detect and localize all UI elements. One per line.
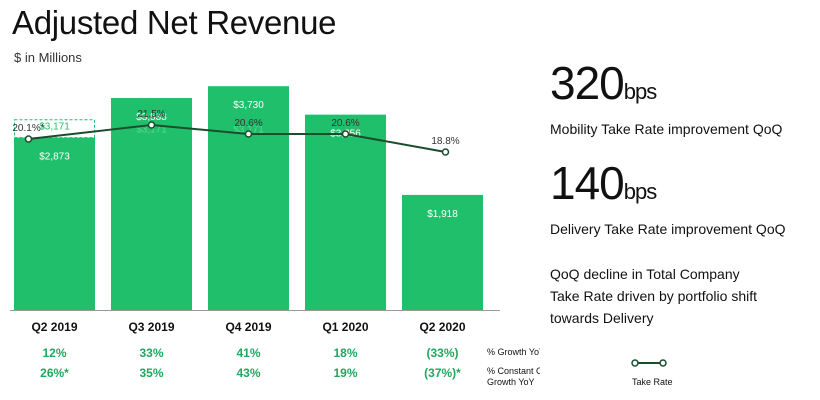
kpi-mobility-unit: bps bbox=[623, 79, 657, 104]
kpi-mobility-caption: Mobility Take Rate improvement QoQ bbox=[550, 121, 783, 137]
kpi-delivery: 140bps Delivery Take Rate improvement Qo… bbox=[550, 160, 786, 237]
take-rate-label: 20.6% bbox=[331, 118, 359, 129]
legend-marker bbox=[631, 359, 639, 367]
bar-value-label: $3,533 bbox=[136, 112, 167, 123]
x-tick-label: Q3 2019 bbox=[128, 320, 174, 334]
page-title: Adjusted Net Revenue bbox=[12, 4, 337, 41]
constant-currency-growth-value: 26%* bbox=[40, 366, 69, 380]
kpi-mobility-value: 320bps bbox=[550, 57, 657, 109]
growth-yoy-value: 41% bbox=[236, 346, 260, 360]
legend: Take Rate bbox=[631, 359, 673, 387]
kpi-delivery-unit: bps bbox=[623, 179, 657, 204]
constant-currency-growth-value: 19% bbox=[333, 366, 357, 380]
growth-yoy-value: 18% bbox=[333, 346, 357, 360]
bar-q2-2019 bbox=[14, 137, 95, 310]
reference-dashed-box bbox=[14, 119, 95, 139]
take-rate-label: 20.6% bbox=[234, 118, 262, 129]
take-rate-line-group: 20.1%* 21.5% 20.6% 20.6% 18.8% bbox=[12, 109, 460, 156]
kpi-delivery-value: 140bps bbox=[550, 157, 657, 209]
take-rate-point bbox=[24, 135, 33, 143]
bar-q3-2019 bbox=[111, 98, 192, 311]
bar-q2-2020 bbox=[402, 194, 483, 310]
reference-value-label: $3,171 bbox=[233, 125, 264, 136]
growth-rows: 12% 33% 41% 18% (33%) 26%* 35% 43% 19% (37%)* % Gr… bbox=[40, 346, 540, 387]
bar-value-label: $3,730 bbox=[233, 100, 264, 111]
reference-value-label: $3,171 bbox=[136, 125, 167, 136]
note-line: towards Delivery bbox=[550, 310, 654, 326]
bar-value-label: $2,873 bbox=[39, 152, 70, 163]
growth-yoy-value: 12% bbox=[42, 346, 66, 360]
x-axis: Q2 2019 Q3 2019 Q4 2019 Q1 2020 Q2 2020 bbox=[10, 310, 500, 334]
take-rate-note: QoQ decline in Total Company Take Rate d… bbox=[550, 263, 810, 329]
constant-currency-row-label: % Constant Currency bbox=[487, 366, 540, 376]
bar-value-label: $1,918 bbox=[427, 209, 458, 220]
note-line: QoQ decline in Total Company bbox=[550, 266, 740, 282]
take-rate-label: 18.8% bbox=[431, 136, 459, 147]
take-rate-point bbox=[441, 148, 450, 156]
x-tick-label: Q2 2020 bbox=[419, 320, 465, 334]
page-subtitle: $ in Millions bbox=[14, 50, 82, 65]
growth-yoy-value: 33% bbox=[139, 346, 163, 360]
take-rate-point bbox=[147, 121, 156, 129]
take-rate-point bbox=[244, 130, 253, 138]
x-tick-label: Q4 2019 bbox=[225, 320, 271, 334]
constant-currency-growth-value: 35% bbox=[139, 366, 163, 380]
x-tick-label: Q2 2019 bbox=[31, 320, 77, 334]
reference-value-label: $3,171 bbox=[39, 122, 70, 133]
constant-currency-row-label: Growth YoY bbox=[487, 377, 535, 387]
note-line: Take Rate driven by portfolio shift bbox=[550, 288, 757, 304]
bar-q1-2020 bbox=[305, 114, 386, 310]
constant-currency-growth-value: 43% bbox=[236, 366, 260, 380]
take-rate-label: 21.5% bbox=[137, 109, 165, 120]
legend-label: Take Rate bbox=[632, 377, 673, 387]
x-tick-label: Q1 2020 bbox=[322, 320, 368, 334]
take-rate-point bbox=[341, 130, 350, 138]
growth-yoy-value: (33%) bbox=[426, 346, 458, 360]
adjusted-net-revenue-chart: $2,873$3,533$3,730$3,256$1,918$3,171$3,1… bbox=[10, 86, 540, 387]
bar-q4-2019 bbox=[208, 86, 289, 310]
kpi-delivery-caption: Delivery Take Rate improvement QoQ bbox=[550, 221, 786, 237]
legend-marker bbox=[659, 359, 667, 367]
bars-group: $2,873$3,533$3,730$3,256$1,918$3,171$3,1… bbox=[14, 86, 483, 311]
constant-currency-growth-value: (37%)* bbox=[424, 366, 461, 380]
growth-yoy-row-label: % Growth YoY bbox=[487, 347, 540, 357]
kpi-mobility: 320bps Mobility Take Rate improvement Qo… bbox=[550, 60, 782, 137]
take-rate-label: 20.1%* bbox=[12, 123, 44, 134]
